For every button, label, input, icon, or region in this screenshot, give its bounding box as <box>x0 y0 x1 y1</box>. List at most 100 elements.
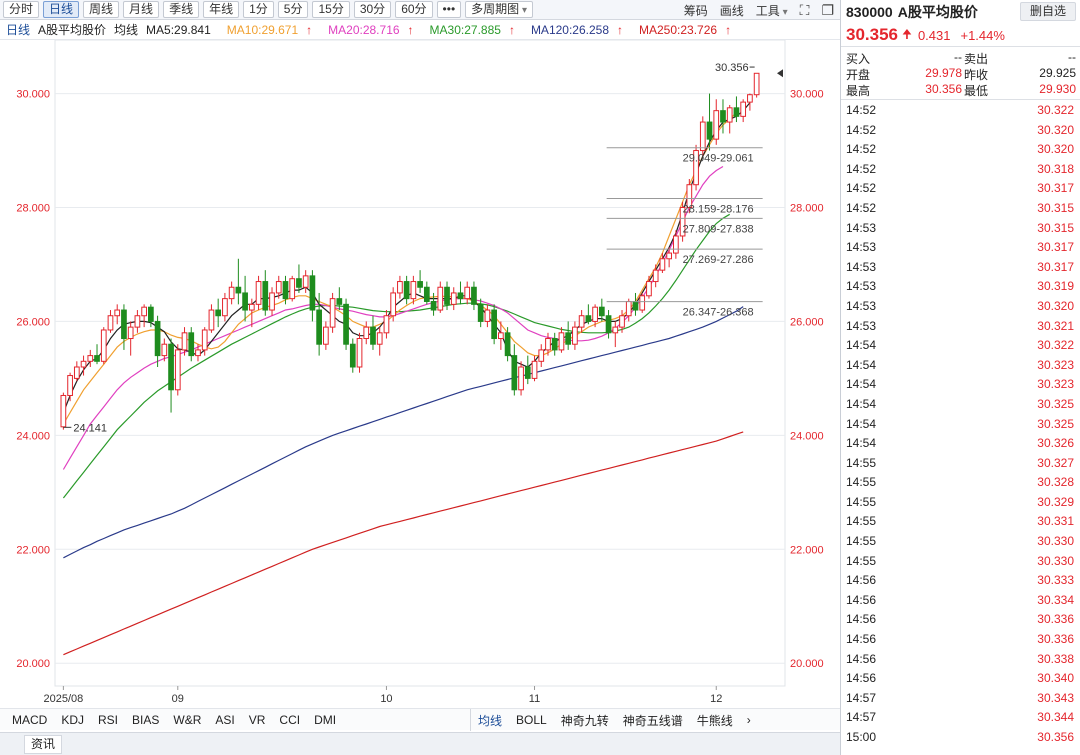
tick-row: 14:52 30.317 <box>841 178 1080 198</box>
period-button[interactable]: 多周期图 <box>465 1 533 18</box>
tick-price: 30.323 <box>1037 357 1074 372</box>
ma-up-arrow-icon: ↑ <box>306 22 313 37</box>
kline-chart[interactable]: 30.000 30.000 28.000 28.000 26.000 26.000 24.0… <box>0 40 840 708</box>
indicator-tab[interactable]: DMI <box>314 712 337 727</box>
tick-price: 30.344 <box>1037 710 1074 725</box>
candle-body <box>309 275 316 311</box>
news-tab[interactable]: 资讯 <box>24 735 63 754</box>
candle-body <box>491 309 497 340</box>
candle-body <box>323 326 329 345</box>
y-tick-label: 20.000 <box>16 658 50 670</box>
period-button[interactable]: 1分 <box>243 1 274 18</box>
candle-body <box>134 315 141 328</box>
candle-body <box>450 292 457 305</box>
tick-price: 30.327 <box>1037 455 1074 470</box>
tick-row: 14:53 30.317 <box>841 237 1080 257</box>
tick-price: 30.333 <box>1037 573 1074 588</box>
overlay-indicator-tab[interactable]: 均线 <box>478 713 503 728</box>
ma-value-item[interactable]: MA30:27.885 ↑ <box>430 23 523 37</box>
candle-body <box>148 306 154 322</box>
ma-value-item[interactable]: MA10:29.671 ↑ <box>227 23 320 37</box>
tick-row: 14:54 30.322 <box>841 335 1080 355</box>
tick-price: 30.318 <box>1037 161 1074 176</box>
period-button[interactable]: ••• <box>436 1 462 18</box>
candle-body <box>598 306 605 317</box>
period-button[interactable]: 30分 <box>353 1 392 18</box>
candle-body <box>578 315 585 328</box>
tick-row: 14:55 30.329 <box>841 492 1080 512</box>
candle-body <box>67 375 73 396</box>
candle-body <box>484 309 491 322</box>
remove-watchlist-button[interactable]: 删自选 <box>1019 2 1076 21</box>
y-tick-label-right: 28.000 <box>790 203 824 215</box>
tick-row: 14:52 30.322 <box>841 100 1080 120</box>
candle-body <box>572 326 578 345</box>
overlay-indicator-tab[interactable]: BOLL <box>516 713 547 727</box>
tick-time: 14:53 <box>846 279 877 294</box>
period-button[interactable]: 5分 <box>277 1 309 18</box>
period-button[interactable]: 15分 <box>312 1 350 18</box>
sell-label: 卖出 <box>964 52 989 66</box>
period-button[interactable]: 年线 <box>203 1 240 18</box>
tick-row: 14:52 30.320 <box>841 139 1080 159</box>
candle-body <box>747 94 753 103</box>
indicator-tab[interactable]: MACD <box>12 712 48 727</box>
period-button[interactable]: 月线 <box>123 1 160 18</box>
price-change-pct: +1.44% <box>960 27 1005 43</box>
tick-row: 14:54 30.326 <box>841 433 1080 453</box>
window-icon[interactable]: ❐ <box>821 1 834 18</box>
chips-tool[interactable]: 筹码 <box>683 3 708 18</box>
indicator-tab[interactable]: W&R <box>173 712 202 727</box>
high-low-row: 最高 30.356 最低 29.930 <box>841 81 1080 98</box>
candle-body <box>282 281 289 300</box>
period-button[interactable]: 分时 <box>3 1 40 18</box>
indicator-tab[interactable]: BIAS <box>132 712 160 727</box>
tick-row: 14:55 30.328 <box>841 472 1080 492</box>
fullscreen-icon[interactable]: ⛶ <box>799 1 810 18</box>
indicator-tab[interactable]: CCI <box>279 712 301 727</box>
y-tick-label: 30.000 <box>16 89 50 101</box>
overlay-indicator-tab[interactable]: 神奇五线谱 <box>622 713 683 728</box>
tick-time: 14:52 <box>846 142 877 157</box>
period-button[interactable]: 季线 <box>163 1 200 18</box>
indicator-tab[interactable]: KDJ <box>61 712 85 727</box>
candle-body <box>370 326 376 345</box>
tools-dropdown[interactable]: 工具 <box>756 2 788 19</box>
ma-value-item[interactable]: MA120:26.258 ↑ <box>531 23 631 37</box>
overlay-indicator-tab[interactable]: 神奇九转 <box>560 713 609 728</box>
y-tick-label-right: 24.000 <box>790 430 824 442</box>
tick-price: 30.320 <box>1037 122 1074 137</box>
tick-time: 14:54 <box>846 357 877 372</box>
prev-close-label: 昨收 <box>964 68 989 82</box>
candle-body <box>639 295 646 311</box>
tick-list[interactable]: 14:52 30.322 14:52 30.320 14:52 30.320 14:52 30… <box>841 100 1080 747</box>
indicator-tab[interactable]: RSI <box>98 712 119 727</box>
ma-value-item[interactable]: MA20:28.716 ↑ <box>328 23 421 37</box>
more-indicators-icon[interactable]: › <box>746 713 751 727</box>
ma-value-item[interactable]: MA250:23.726 ↑ <box>639 23 739 37</box>
ma-type-label[interactable]: 均线 <box>114 23 139 37</box>
candle-body <box>296 278 302 288</box>
draw-tool[interactable]: 画线 <box>719 3 744 18</box>
overlay-indicator-tab[interactable]: 牛熊线 <box>696 713 733 728</box>
candle-body <box>498 332 504 340</box>
candle-body <box>444 286 450 305</box>
gap-label: 27.809-27.838 <box>683 223 754 235</box>
period-button[interactable]: 60分 <box>395 1 433 18</box>
candle-body <box>390 292 397 317</box>
candle-body <box>269 292 275 311</box>
stock-name: A股平均股价 <box>897 4 978 20</box>
ma-value-item[interactable]: MA5:29.841 <box>146 23 219 37</box>
candle-body <box>336 298 343 305</box>
quote-panel: 830000 A股平均股价 删自选 30.356 🠉 0.431 +1.44% … <box>841 0 1080 755</box>
tick-row: 14:53 30.319 <box>841 276 1080 296</box>
period-button[interactable]: 周线 <box>83 1 120 18</box>
tick-row: 14:55 30.331 <box>841 511 1080 531</box>
tick-time: 14:53 <box>846 240 877 255</box>
period-button[interactable]: 日线 <box>43 1 80 18</box>
tick-row: 14:57 30.343 <box>841 688 1080 708</box>
indicator-tab[interactable]: ASI <box>215 712 235 727</box>
tick-time: 14:52 <box>846 103 877 117</box>
tick-time: 14:55 <box>846 553 877 568</box>
indicator-tab[interactable]: VR <box>248 712 266 727</box>
